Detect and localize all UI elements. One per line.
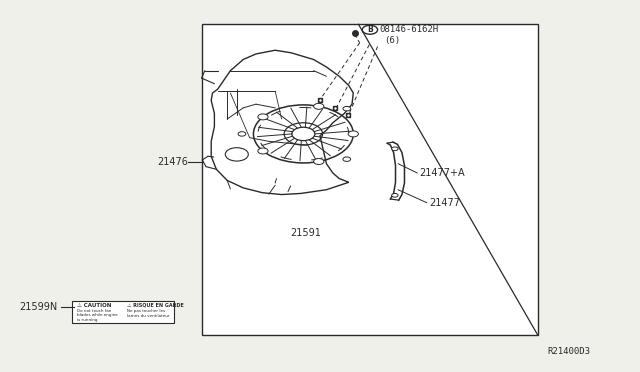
Text: 21599N: 21599N [19,302,58,312]
Circle shape [258,114,268,120]
Text: Ne pas toucher les: Ne pas toucher les [127,310,165,313]
Circle shape [392,193,398,197]
Text: blades while engine: blades while engine [77,313,118,317]
Text: lames du ventilateur: lames du ventilateur [127,314,170,318]
Circle shape [314,103,324,109]
Text: 08146-6162H: 08146-6162H [380,25,438,33]
Text: (6): (6) [384,36,400,45]
Text: 21591: 21591 [291,228,321,237]
Circle shape [348,131,358,137]
Circle shape [314,158,324,164]
Text: B: B [367,25,372,34]
Circle shape [292,127,315,141]
Text: Do not touch fan: Do not touch fan [77,309,111,312]
Text: 21477+A: 21477+A [419,168,465,178]
Circle shape [238,132,246,136]
Circle shape [392,147,398,151]
Polygon shape [202,24,538,335]
FancyBboxPatch shape [72,301,174,323]
Text: is running: is running [77,318,97,321]
Text: ⚠ RISQUE EN GARDE: ⚠ RISQUE EN GARDE [127,302,184,308]
Circle shape [343,157,351,161]
Text: 21477: 21477 [429,198,460,208]
Circle shape [258,148,268,154]
Text: 21476: 21476 [157,157,188,167]
Text: R21400D3: R21400D3 [547,347,590,356]
Text: ⚠ CAUTION: ⚠ CAUTION [77,302,111,308]
Circle shape [343,106,351,111]
